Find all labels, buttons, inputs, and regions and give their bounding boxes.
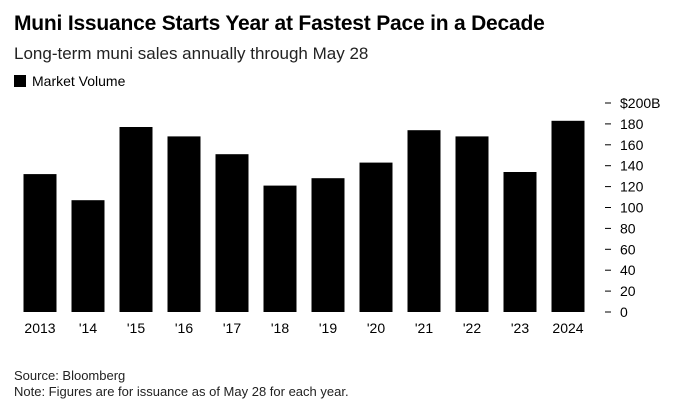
legend: Market Volume	[14, 73, 125, 89]
footnote: Note: Figures are for issuance as of May…	[14, 384, 349, 399]
chart-title: Muni Issuance Starts Year at Fastest Pac…	[14, 12, 545, 35]
y-tick-label-7: 140	[620, 158, 644, 174]
y-tick-label-3: 60	[620, 241, 636, 257]
y-tick-label-8: 160	[620, 137, 644, 153]
bar-5	[263, 185, 297, 312]
x-tick-label-0: 2013	[24, 320, 55, 336]
y-tick-label-10: $200B	[620, 95, 660, 111]
y-tick-label-1: 20	[620, 283, 636, 299]
bar-0	[23, 174, 57, 312]
y-tick-label-6: 120	[620, 179, 644, 195]
bar-2	[119, 127, 153, 312]
source-note: Source: Bloomberg	[14, 368, 126, 383]
x-tick-label-9: '22	[463, 320, 481, 336]
legend-swatch-market-volume	[14, 75, 26, 87]
y-tick-label-0: 0	[620, 304, 628, 320]
bar-7	[359, 162, 393, 312]
x-tick-label-8: '21	[415, 320, 433, 336]
bar-11	[551, 120, 585, 312]
x-tick-label-3: '16	[175, 320, 193, 336]
x-tick-label-1: '14	[79, 320, 97, 336]
x-tick-label-2: '15	[127, 320, 145, 336]
y-tick-label-5: 100	[620, 200, 644, 216]
bar-3	[167, 136, 201, 312]
legend-label-market-volume: Market Volume	[32, 73, 126, 89]
y-tick-label-2: 40	[620, 262, 636, 278]
x-tick-label-11: 2024	[552, 320, 583, 336]
bar-8	[407, 130, 441, 312]
chart-footer: Source: Bloomberg Note: Figures are for …	[14, 368, 349, 400]
y-tick-label-9: 180	[620, 116, 644, 132]
bar-4	[215, 154, 249, 312]
bar-10	[503, 172, 537, 312]
x-tick-label-5: '18	[271, 320, 289, 336]
bar-9	[455, 136, 489, 312]
bar-6	[311, 178, 345, 312]
x-tick-label-4: '17	[223, 320, 241, 336]
bar-1	[71, 200, 105, 312]
chart-subtitle: Long-term muni sales annually through Ma…	[14, 44, 369, 63]
y-tick-label-4: 80	[620, 220, 636, 236]
x-tick-label-10: '23	[511, 320, 529, 336]
x-tick-label-6: '19	[319, 320, 337, 336]
x-tick-label-7: '20	[367, 320, 385, 336]
